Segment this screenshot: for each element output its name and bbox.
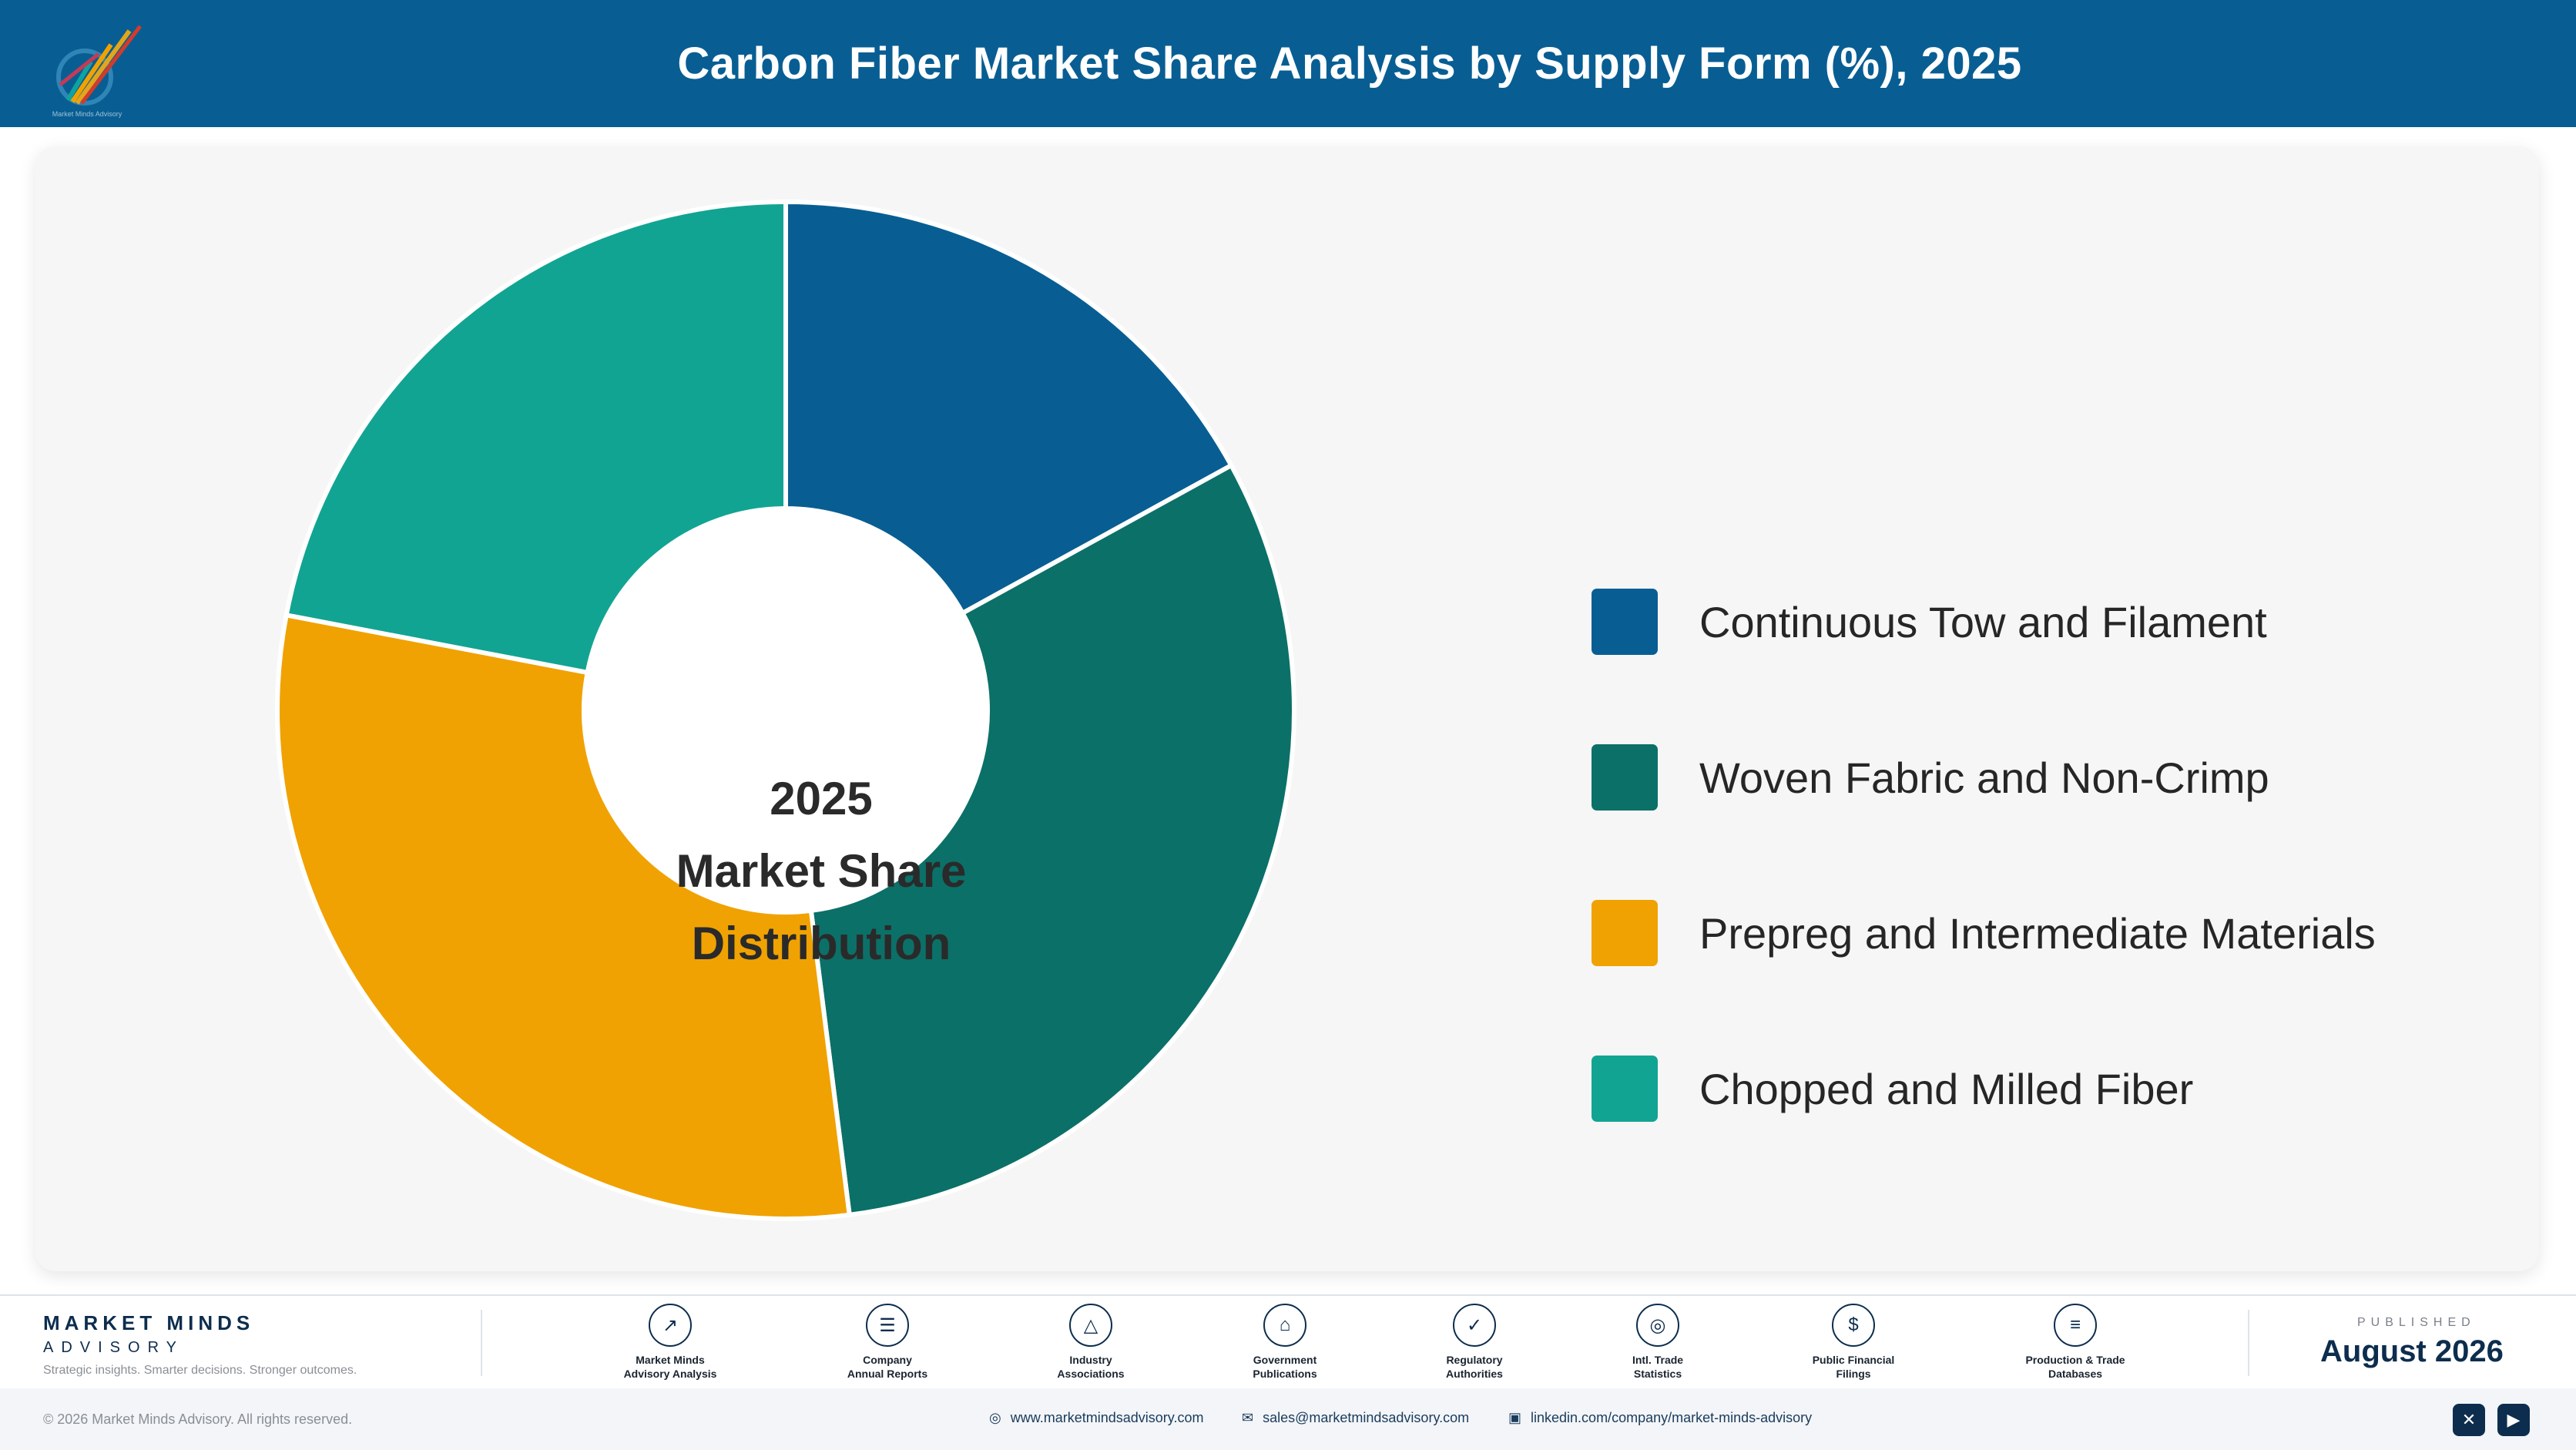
legend-item: Continuous Tow and Filament bbox=[1592, 589, 2376, 655]
dollar-icon: $ bbox=[1832, 1304, 1875, 1347]
brand-name: MARKET MINDS bbox=[43, 1311, 255, 1334]
logo-icon bbox=[56, 25, 142, 106]
email-link[interactable]: ✉ sales@marketmindsadvisory.com bbox=[1242, 1410, 1469, 1426]
legend-label: Continuous Tow and Filament bbox=[1699, 597, 2267, 646]
header-bar: Market Minds Advisory Carbon Fiber Marke… bbox=[0, 0, 2576, 127]
source-label: Company Annual Reports bbox=[847, 1354, 928, 1380]
trend-icon: ↗ bbox=[649, 1304, 692, 1347]
chart-legend: Continuous Tow and Filament Woven Fabric … bbox=[1592, 589, 2376, 1211]
source-item: ⌂ Government Publications bbox=[1208, 1304, 1362, 1381]
legend-swatch bbox=[1592, 589, 1658, 655]
page-title: Carbon Fiber Market Share Analysis by Su… bbox=[677, 39, 2022, 89]
legend-label: Chopped and Milled Fiber bbox=[1699, 1064, 2194, 1113]
source-label: Production & Trade Databases bbox=[2025, 1354, 2125, 1380]
logo-caption: Market Minds Advisory bbox=[52, 110, 122, 118]
source-label: Regulatory Authorities bbox=[1446, 1354, 1503, 1380]
copyright: © 2026 Market Minds Advisory. All rights… bbox=[43, 1411, 353, 1427]
linkedin-link[interactable]: ▣ linkedin.com/company/market-minds-advi… bbox=[1508, 1410, 1812, 1426]
source-label: Market Minds Advisory Analysis bbox=[623, 1354, 717, 1380]
network-icon: △ bbox=[1069, 1304, 1112, 1347]
donut-chart bbox=[275, 199, 1296, 1222]
legend-item: Prepreg and Intermediate Materials bbox=[1592, 900, 2376, 966]
x-icon: ✕ bbox=[2461, 1410, 2477, 1429]
published-label: PUBLISHED bbox=[2357, 1316, 2476, 1329]
mail-icon: ✉ bbox=[1242, 1410, 1254, 1425]
linkedin-text: linkedin.com/company/market-minds-adviso… bbox=[1531, 1410, 1813, 1425]
source-item: $ Public Financial Filings bbox=[1776, 1304, 1930, 1381]
brand-sub: ADVISORY bbox=[43, 1339, 184, 1356]
donut-center-label: 2025 Market Share Distribution bbox=[621, 763, 1021, 980]
legend-item: Woven Fabric and Non-Crimp bbox=[1592, 744, 2376, 811]
legend-item: Chopped and Milled Fiber bbox=[1592, 1056, 2376, 1122]
source-label: Public Financial Filings bbox=[1812, 1354, 1895, 1380]
source-item: ✓ Regulatory Authorities bbox=[1397, 1304, 1551, 1381]
published-date: August 2026 bbox=[2320, 1334, 2504, 1368]
bottom-bar: © 2026 Market Minds Advisory. All rights… bbox=[0, 1388, 2576, 1450]
legend-label: Prepreg and Intermediate Materials bbox=[1699, 908, 2376, 958]
globe-icon: ◎ bbox=[989, 1410, 1001, 1425]
email-text: sales@marketmindsadvisory.com bbox=[1263, 1410, 1470, 1425]
legend-swatch bbox=[1592, 900, 1658, 966]
chart-card: 2025 Market Share Distribution Continuou… bbox=[35, 146, 2539, 1271]
source-label: Government Publications bbox=[1253, 1354, 1317, 1380]
center-label-line-1: 2025 bbox=[770, 773, 873, 824]
x-social-button[interactable]: ✕ bbox=[2453, 1404, 2485, 1436]
database-icon: ≡ bbox=[2054, 1304, 2097, 1347]
government-icon: ⌂ bbox=[1263, 1304, 1306, 1347]
website-link[interactable]: ◎ www.marketmindsadvisory.com bbox=[989, 1410, 1203, 1426]
source-item: ☰ Company Annual Reports bbox=[810, 1304, 964, 1381]
legend-swatch bbox=[1592, 744, 1658, 811]
youtube-social-button[interactable]: ▶ bbox=[2497, 1404, 2530, 1436]
linkedin-icon: ▣ bbox=[1508, 1410, 1522, 1425]
source-item: ◎ Intl. Trade Statistics bbox=[1581, 1304, 1735, 1381]
source-item: ↗ Market Minds Advisory Analysis bbox=[593, 1304, 747, 1381]
pie-slice-3 bbox=[275, 612, 853, 1222]
source-item: △ Industry Associations bbox=[1014, 1304, 1168, 1381]
source-label: Intl. Trade Statistics bbox=[1632, 1354, 1684, 1380]
legend-swatch bbox=[1592, 1056, 1658, 1122]
brand-tagline: Strategic insights. Smarter decisions. S… bbox=[43, 1364, 357, 1377]
source-item: ≡ Production & Trade Databases bbox=[1998, 1304, 2152, 1381]
globe-icon: ◎ bbox=[1636, 1304, 1679, 1347]
legend-label: Woven Fabric and Non-Crimp bbox=[1699, 753, 2269, 802]
footer: MARKET MINDS ADVISORY Strategic insights… bbox=[0, 1294, 2576, 1390]
document-icon: ☰ bbox=[866, 1304, 909, 1347]
donut-hole bbox=[584, 509, 988, 912]
website-text: www.marketmindsadvisory.com bbox=[1010, 1410, 1204, 1425]
center-label-line-2: Market Share bbox=[676, 845, 967, 897]
divider bbox=[481, 1310, 482, 1376]
source-label: Industry Associations bbox=[1057, 1354, 1125, 1380]
youtube-icon: ▶ bbox=[2507, 1410, 2521, 1429]
shield-icon: ✓ bbox=[1453, 1304, 1496, 1347]
center-label-line-3: Distribution bbox=[691, 918, 951, 969]
divider bbox=[2248, 1310, 2249, 1376]
